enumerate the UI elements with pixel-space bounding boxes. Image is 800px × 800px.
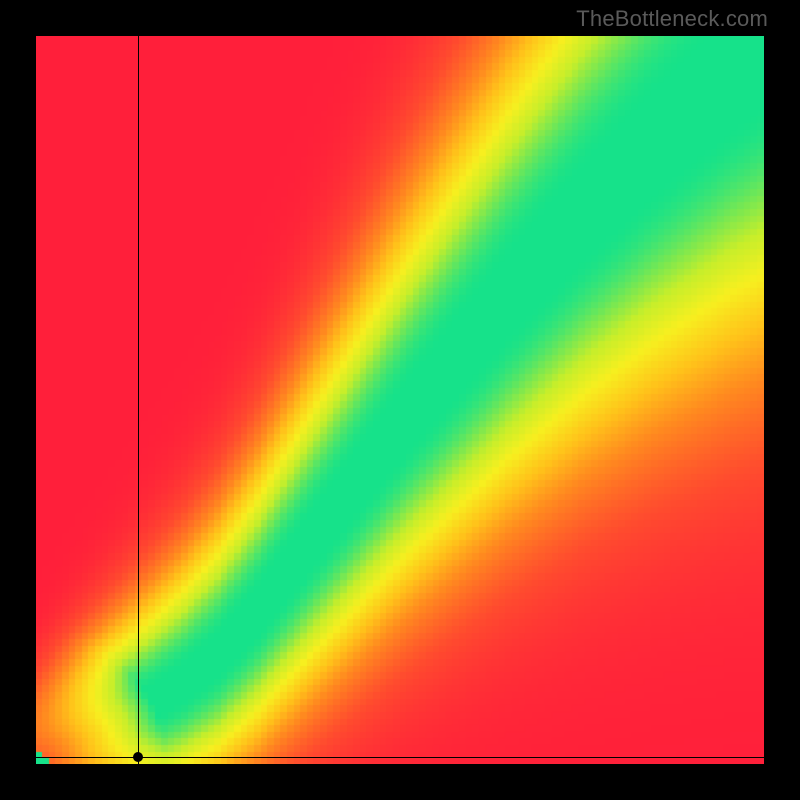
bottleneck-heatmap <box>36 36 764 764</box>
watermark-text: TheBottleneck.com <box>576 6 768 32</box>
plot-area <box>36 36 764 764</box>
crosshair-vertical <box>138 36 139 764</box>
crosshair-horizontal <box>36 757 764 758</box>
selection-marker-dot <box>133 752 143 762</box>
